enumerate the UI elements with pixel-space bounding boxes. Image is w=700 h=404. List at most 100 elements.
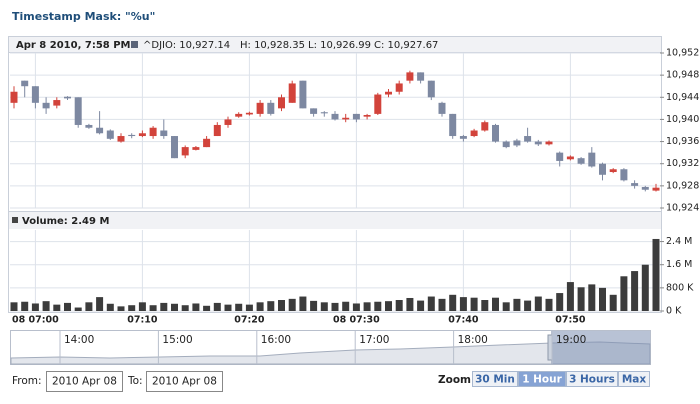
- candle-body: [406, 72, 414, 81]
- candle-body: [278, 97, 285, 109]
- candle-body: [192, 147, 200, 150]
- legend-item: H: 10,928.35: [240, 40, 305, 51]
- to-value: 2010 Apr 08: [152, 376, 217, 388]
- navigator-label: 17:00: [359, 334, 389, 346]
- candle-body: [588, 152, 596, 167]
- volume-bar: [267, 301, 275, 311]
- candle-body: [577, 158, 585, 164]
- volume-bar: [481, 300, 489, 311]
- y-tick-label: 800 K: [666, 282, 694, 293]
- volume-bar: [352, 303, 360, 311]
- volume-bar: [342, 301, 350, 311]
- navigator-label: 16:00: [261, 334, 291, 346]
- volume-bar: [599, 287, 606, 311]
- candle-body: [53, 100, 61, 106]
- volume-bar: [278, 300, 285, 311]
- candle-body: [171, 136, 178, 159]
- y-tick-label: 10,952: [666, 48, 699, 59]
- volume-bar: [609, 294, 617, 311]
- from-input[interactable]: [46, 371, 123, 392]
- zoom-button[interactable]: [618, 371, 650, 387]
- volume-bar: [566, 282, 574, 311]
- volume-bar: [117, 306, 125, 311]
- candle-body: [149, 127, 157, 137]
- volume-bar: [545, 298, 553, 311]
- volume-bar: [631, 271, 639, 311]
- y-tick-label: 1.6 M: [666, 259, 692, 270]
- candle-body: [85, 124, 93, 128]
- zoom-button[interactable]: [518, 371, 566, 387]
- volume-bar: [620, 276, 628, 311]
- candle-body: [181, 147, 189, 156]
- zoom-button[interactable]: [566, 371, 618, 387]
- candle-body: [513, 140, 521, 146]
- from-label: From:: [12, 375, 42, 387]
- zoom-label: Zoom:: [438, 374, 475, 386]
- volume-bar: [138, 302, 146, 311]
- zoom-button-label[interactable]: 30 Min: [475, 374, 515, 386]
- volume-bar: [588, 284, 596, 311]
- candle-body: [160, 130, 168, 137]
- volume-bar: [64, 302, 71, 311]
- navigator-selection[interactable]: [551, 331, 650, 364]
- legend-symbol: ^DJI: [143, 40, 165, 51]
- candle-body: [524, 136, 532, 142]
- volume-bar: [203, 305, 211, 311]
- volume-bar: [256, 302, 264, 311]
- zoom-button[interactable]: [472, 371, 518, 387]
- navigator-handle[interactable]: [547, 334, 553, 361]
- volume-bar: [299, 296, 307, 311]
- volume-bar: [42, 301, 50, 311]
- candle-body: [288, 83, 296, 103]
- candle-body: [481, 122, 489, 131]
- volume-bar: [288, 298, 296, 311]
- candle-body: [138, 133, 146, 137]
- legend-item: C: 10,927.67: [374, 40, 438, 51]
- y-tick-label: 10,924: [666, 203, 699, 214]
- candle-body: [395, 83, 403, 92]
- volume-bar: [160, 302, 168, 311]
- candle-body: [320, 112, 328, 114]
- candle-body: [203, 138, 211, 148]
- candle-body: [566, 156, 574, 160]
- legend-icon: [131, 41, 138, 48]
- x-tick-label: 07:20: [234, 315, 265, 326]
- zoom-button-label[interactable]: 1 Hour: [522, 374, 562, 386]
- volume-bar: [534, 296, 542, 311]
- volume-bar: [502, 302, 510, 311]
- volume-bar: [171, 303, 178, 311]
- zoom-button-label[interactable]: 3 Hours: [569, 374, 615, 386]
- candle-body: [299, 80, 307, 109]
- chart-frame: [8, 36, 662, 313]
- volume-bar-header: [9, 212, 661, 229]
- y-tick-label: 10,936: [666, 136, 699, 147]
- volume-bar: [224, 304, 232, 311]
- from-value: 2010 Apr 08: [52, 376, 117, 388]
- y-tick-label: 10,928: [666, 180, 699, 191]
- volume-bar: [10, 302, 18, 311]
- candle-body: [609, 169, 617, 173]
- candle-body: [641, 186, 649, 190]
- navigator-label: 15:00: [162, 334, 192, 346]
- x-tick-label: 08 07:30: [333, 315, 380, 326]
- x-tick-label: 07:40: [448, 315, 479, 326]
- page-title: Timestamp Mask: "%u": [12, 10, 155, 23]
- candle-body: [331, 113, 339, 120]
- volume-bar: [524, 300, 532, 311]
- candle-body: [599, 163, 606, 175]
- to-input[interactable]: [146, 371, 223, 392]
- candle-body: [31, 86, 39, 103]
- y-tick-label: 10,932: [666, 158, 699, 169]
- volume-bar: [492, 297, 499, 311]
- zoom-button-label[interactable]: Max: [622, 374, 647, 386]
- volume-bar: [459, 297, 467, 311]
- candle-body: [631, 183, 639, 186]
- candle-body: [96, 127, 104, 134]
- candle-body: [42, 102, 50, 109]
- volume-bar: [235, 303, 243, 311]
- legend-bar: [9, 37, 661, 52]
- x-tick-label: 07:50: [555, 315, 586, 326]
- candle-body: [502, 141, 510, 148]
- candle-body: [213, 124, 221, 137]
- volume-bar: [320, 302, 328, 311]
